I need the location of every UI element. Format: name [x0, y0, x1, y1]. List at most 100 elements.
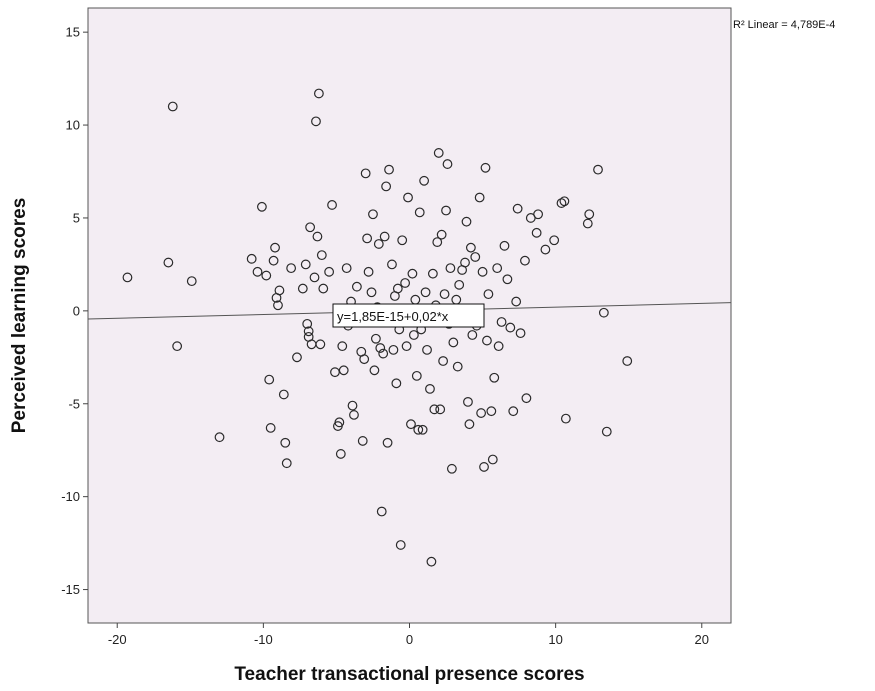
data-point [492, 263, 503, 274]
data-point [327, 200, 337, 210]
data-point [582, 218, 593, 229]
data-point [214, 432, 225, 443]
equation-label-box: y=1,85E-15+0,02*x [332, 303, 485, 328]
data-point [384, 164, 394, 175]
data-point [270, 242, 280, 253]
data-point [387, 259, 397, 270]
data-point [593, 164, 603, 175]
data-point [487, 454, 498, 465]
data-point [257, 201, 267, 212]
y-tick-label: -5 [68, 396, 80, 411]
data-point [167, 101, 178, 112]
data-point [395, 540, 406, 550]
data-point [417, 424, 428, 435]
data-point [508, 406, 519, 417]
data-point [549, 235, 560, 246]
x-tick-label: 10 [548, 632, 562, 647]
data-point [499, 240, 510, 251]
data-point [281, 458, 292, 469]
data-point [265, 423, 276, 433]
data-point [556, 198, 567, 208]
data-point [337, 341, 348, 352]
data-point [373, 239, 384, 249]
data-point [286, 263, 297, 274]
data-point [420, 287, 431, 298]
data-point [273, 300, 283, 311]
data-point [268, 255, 279, 266]
data-point [400, 278, 411, 288]
data-point [318, 283, 329, 294]
data-point [480, 162, 491, 173]
data-point [493, 341, 504, 352]
data-point [477, 266, 488, 277]
data-point [433, 148, 444, 158]
y-tick-label: 5 [73, 210, 80, 225]
data-point [464, 419, 475, 430]
data-point [470, 252, 481, 262]
data-point [274, 285, 285, 296]
data-point [502, 274, 513, 285]
data-point [392, 283, 403, 294]
data-point [414, 207, 425, 218]
data-point [246, 253, 257, 264]
data-point [122, 272, 133, 283]
data-point [520, 255, 530, 266]
data-point [515, 328, 526, 339]
data-point [351, 281, 362, 292]
data-point [347, 400, 358, 411]
data-point [163, 257, 174, 268]
data-point [442, 159, 453, 169]
data-point [467, 330, 478, 340]
data-point [261, 270, 272, 281]
data-point [300, 259, 311, 270]
data-point [445, 263, 456, 274]
data-point [366, 287, 377, 298]
data-point [601, 426, 612, 437]
y-axis: -15 -10 -5 0 5 10 15 [61, 25, 88, 597]
data-point [369, 365, 380, 376]
data-point [540, 244, 551, 255]
data-point [560, 413, 571, 424]
data-point [375, 343, 386, 353]
data-point [357, 436, 368, 446]
data-point [313, 88, 324, 99]
data-point [419, 175, 430, 186]
data-point [435, 404, 446, 415]
data-point [338, 365, 349, 376]
x-tick-label: 0 [406, 632, 413, 647]
y-tick-label: 15 [66, 25, 80, 40]
data-point [559, 196, 570, 207]
data-point [309, 272, 320, 283]
data-point [463, 396, 473, 407]
data-point [422, 344, 432, 355]
y-axis-title: Perceived learning scores [9, 198, 30, 434]
data-point [334, 417, 345, 428]
data-point [278, 389, 289, 400]
data-point [335, 449, 346, 459]
x-axis: -20 -10 0 10 20 [108, 623, 709, 647]
data-point [441, 205, 451, 216]
data-point [531, 227, 542, 238]
data-point [479, 462, 489, 472]
data-point [379, 231, 390, 242]
data-point [438, 356, 449, 366]
data-point [252, 266, 263, 277]
data-point [408, 330, 419, 340]
data-point [407, 268, 418, 279]
r-squared-label: R² Linear = 4,789E-4 [733, 19, 835, 31]
data-point [401, 341, 412, 352]
data-point [360, 168, 371, 179]
data-point [426, 556, 437, 567]
data-point [324, 266, 335, 277]
data-point [461, 216, 472, 227]
data-point [460, 257, 470, 268]
data-point [311, 116, 321, 127]
data-point [349, 410, 359, 420]
data-point [521, 393, 532, 404]
data-point [382, 437, 393, 448]
x-axis-title: Teacher transactional presence scores [234, 664, 584, 685]
data-point [448, 337, 459, 348]
data-point [486, 406, 497, 417]
data-point [505, 322, 516, 333]
